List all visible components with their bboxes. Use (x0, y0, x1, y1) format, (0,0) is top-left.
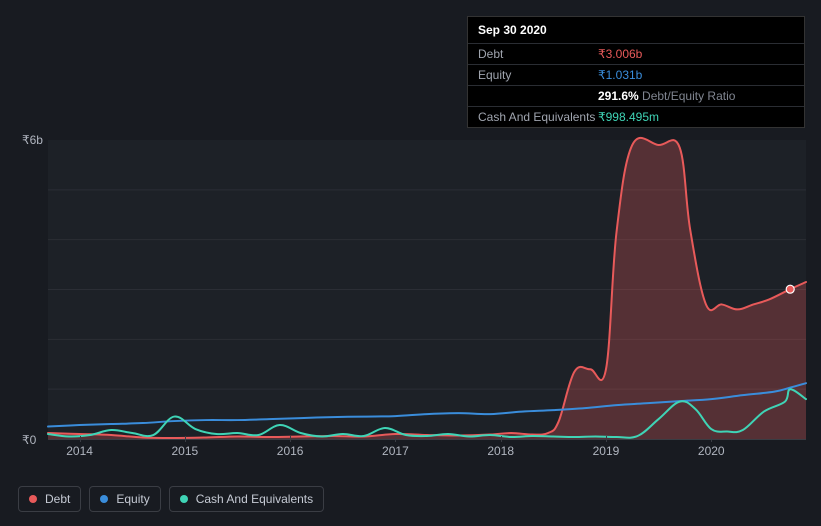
legend-dot (180, 495, 188, 503)
ratio-pct: 291.6% (598, 89, 639, 103)
x-axis: 2014 2015 2016 2017 2018 2019 2020 (48, 442, 806, 462)
legend-item-debt[interactable]: Debt (18, 486, 81, 512)
tooltip-date: Sep 30 2020 (468, 17, 804, 43)
x-axis-label: 2018 (487, 444, 514, 458)
legend-dot (100, 495, 108, 503)
ratio-suffix: Debt/Equity Ratio (639, 89, 736, 103)
tooltip-value: ₹1.031b (598, 68, 642, 82)
tooltip-label (478, 89, 598, 103)
tooltip-row-ratio: 291.6% Debt/Equity Ratio (468, 85, 804, 106)
y-axis-label-bottom: ₹0 (22, 433, 36, 447)
debt-equity-chart[interactable]: ₹6b ₹0 2014 2015 2016 2017 2018 2019 2020 (18, 120, 806, 470)
legend-item-equity[interactable]: Equity (89, 486, 160, 512)
tooltip-value: ₹3.006b (598, 47, 642, 61)
legend-item-cash[interactable]: Cash And Equivalents (169, 486, 324, 512)
legend-dot (29, 495, 37, 503)
tooltip-row-debt: Debt ₹3.006b (468, 43, 804, 64)
legend-label: Debt (45, 492, 70, 506)
legend-label: Cash And Equivalents (196, 492, 313, 506)
x-axis-label: 2016 (277, 444, 304, 458)
tooltip-panel: Sep 30 2020 Debt ₹3.006b Equity ₹1.031b … (467, 16, 805, 128)
x-axis-label: 2014 (66, 444, 93, 458)
tooltip-label: Debt (478, 47, 598, 61)
y-axis-label-top: ₹6b (22, 133, 43, 147)
plot-area[interactable] (48, 140, 806, 440)
tooltip-ratio: 291.6% Debt/Equity Ratio (598, 89, 735, 103)
x-axis-label: 2019 (593, 444, 620, 458)
tooltip-label: Equity (478, 68, 598, 82)
tooltip-row-equity: Equity ₹1.031b (468, 64, 804, 85)
x-axis-label: 2015 (172, 444, 199, 458)
legend-label: Equity (116, 492, 149, 506)
x-axis-label: 2020 (698, 444, 725, 458)
legend: Debt Equity Cash And Equivalents (18, 486, 324, 512)
x-axis-label: 2017 (382, 444, 409, 458)
